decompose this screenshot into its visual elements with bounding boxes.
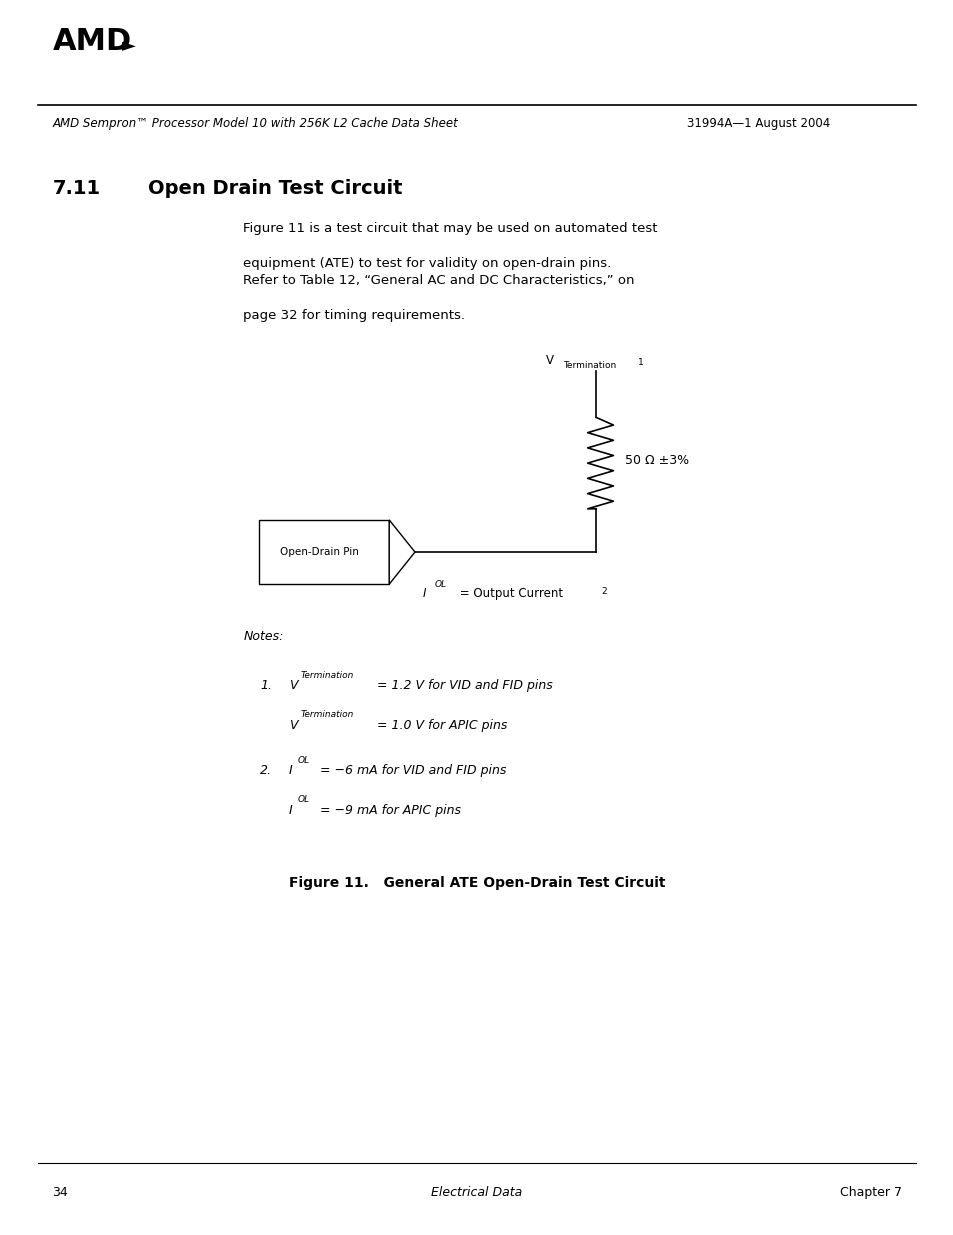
Text: 2: 2	[600, 587, 606, 595]
Text: Figure 11 is a test circuit that may be used on automated test: Figure 11 is a test circuit that may be …	[243, 222, 657, 236]
Text: 34: 34	[52, 1186, 69, 1199]
Text: OL: OL	[297, 756, 310, 764]
Text: Notes:: Notes:	[243, 630, 283, 643]
Text: 1.: 1.	[260, 679, 273, 693]
Text: Refer to Table 12, “General AC and DC Characteristics,” on: Refer to Table 12, “General AC and DC Ch…	[243, 274, 634, 288]
Text: AMD Sempron™ Processor Model 10 with 256K L2 Cache Data Sheet: AMD Sempron™ Processor Model 10 with 256…	[52, 117, 457, 131]
Text: Termination: Termination	[300, 671, 354, 679]
Text: 7.11: 7.11	[52, 179, 100, 198]
Text: = −6 mA for VID and FID pins: = −6 mA for VID and FID pins	[315, 764, 506, 778]
Text: 31994A—1 August 2004: 31994A—1 August 2004	[686, 117, 829, 131]
Text: Electrical Data: Electrical Data	[431, 1186, 522, 1199]
Text: Figure 11.   General ATE Open-Drain Test Circuit: Figure 11. General ATE Open-Drain Test C…	[289, 876, 664, 889]
Text: V: V	[289, 719, 297, 732]
Text: page 32 for timing requirements.: page 32 for timing requirements.	[243, 309, 465, 322]
Text: Termination: Termination	[300, 710, 354, 719]
FancyBboxPatch shape	[259, 520, 389, 584]
Text: Termination: Termination	[562, 362, 616, 370]
Text: OL: OL	[435, 580, 447, 589]
Text: Open-Drain Pin: Open-Drain Pin	[280, 547, 358, 557]
Text: = Output Current: = Output Current	[456, 587, 562, 600]
Text: V: V	[545, 353, 553, 367]
Text: = 1.0 V for APIC pins: = 1.0 V for APIC pins	[373, 719, 507, 732]
Text: ►: ►	[122, 36, 136, 54]
Text: V: V	[289, 679, 297, 693]
Text: 50 Ω ±3%: 50 Ω ±3%	[624, 454, 688, 467]
Text: I: I	[422, 587, 426, 600]
Text: equipment (ATE) to test for validity on open-drain pins.: equipment (ATE) to test for validity on …	[243, 257, 611, 270]
Text: = −9 mA for APIC pins: = −9 mA for APIC pins	[315, 804, 460, 818]
Text: Chapter 7: Chapter 7	[839, 1186, 901, 1199]
Text: I: I	[289, 804, 293, 818]
Text: AMD: AMD	[52, 27, 132, 56]
Text: 2.: 2.	[260, 764, 273, 778]
Text: = 1.2 V for VID and FID pins: = 1.2 V for VID and FID pins	[373, 679, 552, 693]
Polygon shape	[389, 520, 415, 584]
Text: 1: 1	[638, 358, 643, 367]
Text: I: I	[289, 764, 293, 778]
Text: OL: OL	[297, 795, 310, 804]
Text: Open Drain Test Circuit: Open Drain Test Circuit	[148, 179, 402, 198]
